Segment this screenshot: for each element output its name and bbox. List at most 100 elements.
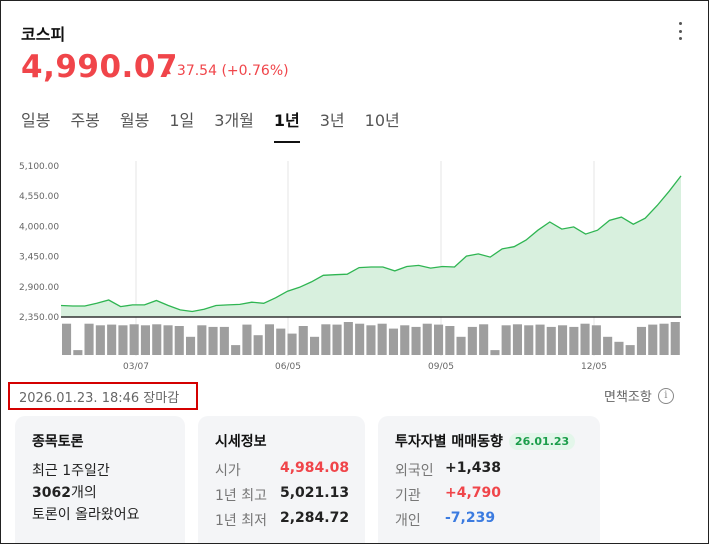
volume-bar [276, 328, 286, 355]
open-row: 시가 4,984.08 [215, 460, 349, 480]
volume-bar [377, 323, 387, 355]
volume-bar [253, 335, 263, 355]
discussion-count-line: 3062개의 [32, 482, 97, 502]
up-triangle-icon: ▲ [164, 66, 171, 76]
high-row: 1년 최고 5,021.13 [215, 485, 349, 505]
high-value: 5,021.13 [280, 485, 350, 501]
y-tick-label: 3,450.00 [19, 253, 59, 263]
low-row: 1년 최저 2,284.72 [215, 510, 349, 530]
tab-monthly[interactable]: 월봉 [119, 111, 150, 130]
volume-bar [186, 336, 196, 355]
open-value: 4,984.08 [280, 460, 350, 476]
inst-row: 기관 +4,790 [395, 485, 501, 505]
investor-date-badge: 26.01.23 [508, 433, 576, 450]
volume-bar [501, 325, 511, 355]
discussion-line3: 토론이 올라왔어요 [32, 507, 140, 523]
volume-bar [298, 326, 308, 355]
volume-bar [231, 345, 241, 355]
volume-bar [208, 326, 218, 355]
volume-bar [479, 324, 489, 355]
market-info-title: 시세정보 [215, 434, 267, 450]
high-label: 1년 최고 [215, 488, 267, 504]
volume-bar [546, 326, 556, 355]
discussion-card[interactable]: 종목토론 최근 1주일간 3062개의 토론이 올라왔어요 [15, 416, 185, 543]
volume-bar [174, 326, 184, 355]
y-tick-label: 4,000.00 [19, 222, 59, 232]
more-menu-icon[interactable] [673, 21, 687, 41]
volume-bar [310, 336, 320, 355]
y-tick-label: 2,350.00 [19, 313, 59, 323]
discussion-count-suffix: 개의 [70, 485, 97, 501]
tab-1year[interactable]: 1년 [273, 107, 300, 143]
tab-1day[interactable]: 1일 [169, 111, 195, 130]
index-title: 코스피 [21, 25, 66, 44]
y-tick-label: 4,550.00 [19, 192, 59, 202]
tab-weekly[interactable]: 주봉 [70, 111, 100, 130]
volume-bar [535, 324, 545, 355]
volume-bar [219, 326, 229, 355]
low-value: 2,284.72 [280, 510, 350, 526]
tab-3month[interactable]: 3개월 [214, 111, 254, 130]
inst-value: +4,790 [445, 485, 502, 501]
x-tick-label: 03/07 [123, 362, 149, 372]
volume-bar [659, 323, 669, 355]
volume-bar [197, 325, 207, 355]
volume-bar [355, 323, 365, 355]
price-line [60, 175, 682, 313]
info-icon[interactable]: i [657, 387, 674, 404]
current-price: 4,990.07 [21, 49, 178, 85]
investor-card[interactable]: 투자자별 매매동향 26.01.23 외국인 +1,438 기관 +4,790 개… [378, 416, 600, 543]
volume-bar [107, 324, 117, 355]
x-tick-label: 12/05 [581, 362, 607, 372]
discussion-title: 종목토론 [32, 434, 84, 450]
volume-bar [434, 324, 444, 355]
volume-bar [332, 324, 342, 355]
disclaimer-link[interactable]: 면책조항 i [604, 386, 674, 405]
volume-bar [400, 325, 410, 355]
volume-bar [366, 325, 376, 355]
volume-bar [388, 328, 398, 355]
highlight-box [8, 382, 198, 410]
indiv-value: -7,239 [445, 510, 496, 526]
volume-bar [636, 326, 646, 355]
volume-bar [591, 325, 601, 355]
volume-bar [84, 323, 94, 355]
volume-bar [512, 324, 522, 355]
volume-bar [558, 325, 568, 355]
volume-bar [445, 326, 455, 355]
market-time: 2026.01.23. 18:46 장마감 [19, 391, 180, 406]
period-tabs: 일봉 주봉 월봉 1일 3개월 1년 3년 10년 [21, 107, 420, 143]
inst-label: 기관 [395, 488, 421, 504]
volume-bar [569, 326, 579, 355]
tab-3year[interactable]: 3년 [319, 111, 345, 130]
volume-bar [625, 345, 635, 355]
volume-bar [524, 325, 534, 355]
price-change: ▲ 37.54 (+0.76%) [164, 63, 289, 79]
volume-bar [287, 333, 297, 355]
volume-bar [152, 324, 162, 355]
market-info-card[interactable]: 시세정보 시가 4,984.08 1년 최고 5,021.13 1년 최저 2,… [198, 416, 365, 543]
tab-10year[interactable]: 10년 [364, 111, 400, 130]
open-label: 시가 [215, 463, 241, 479]
volume-bar [614, 341, 624, 355]
volume-bar [118, 325, 128, 355]
price-change-value: 37.54 (+0.76%) [176, 63, 289, 79]
indiv-label: 개인 [395, 513, 421, 529]
foreign-label: 외국인 [395, 463, 434, 479]
volume-bar [648, 324, 658, 355]
price-chart[interactable]: 5,100.00 4,550.00 4,000.00 3,450.00 2,900.00… [1, 149, 701, 377]
volume-bar [242, 324, 252, 355]
volume-bar [140, 325, 150, 355]
volume-bar [490, 350, 500, 356]
volume-bar [422, 323, 432, 355]
x-tick-label: 09/05 [428, 362, 454, 372]
volume-bar [62, 323, 72, 355]
tab-daily[interactable]: 일봉 [21, 111, 51, 130]
foreign-value: +1,438 [445, 460, 502, 476]
volume-bar [603, 336, 613, 355]
low-label: 1년 최저 [215, 513, 267, 529]
volume-bar [456, 336, 466, 355]
volume-bar [467, 326, 477, 355]
volume-bar [129, 324, 139, 355]
